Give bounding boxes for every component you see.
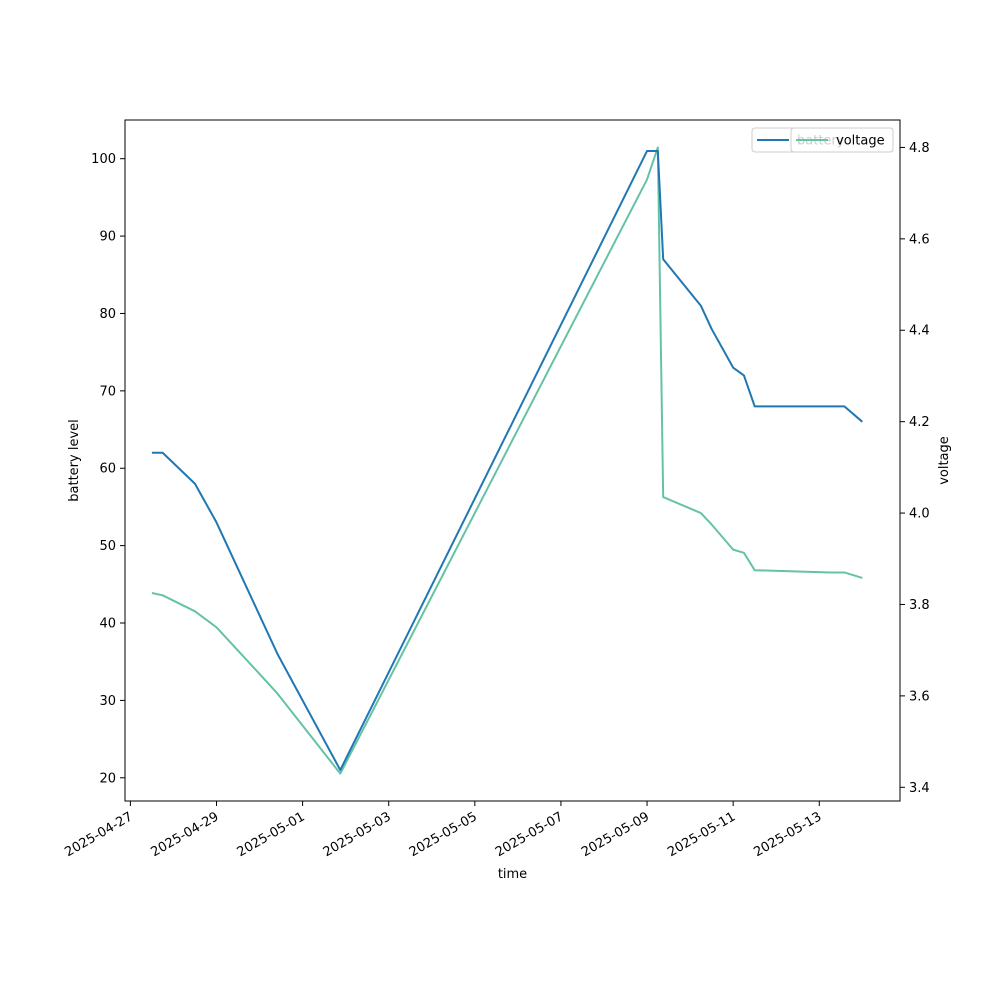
- plot-frame: [124, 119, 901, 802]
- series-layer: [151, 146, 863, 775]
- y-tick-label: 60: [99, 462, 116, 477]
- y2-tick-label: 4.0: [909, 507, 930, 522]
- y-tick-label: 100: [91, 152, 116, 167]
- legend-voltage: voltage: [790, 127, 894, 153]
- y-tick-label: 90: [99, 230, 116, 245]
- y-tick-label: 20: [99, 771, 116, 786]
- y2-tick-label: 3.4: [909, 781, 930, 796]
- y2-tick-label: 3.6: [909, 689, 930, 704]
- y2-tick-label: 4.2: [909, 415, 930, 430]
- y-axis-right: 3.4 3.6 3.8 4.0 4.2 4.4 4.6 4.8: [900, 141, 930, 796]
- y2-tick-label: 4.6: [909, 232, 930, 247]
- y-tick-label: 80: [99, 307, 116, 322]
- y2-tick-label: 4.4: [909, 324, 930, 339]
- y2-tick-label: 3.8: [909, 598, 930, 613]
- y-tick-label: 50: [99, 539, 116, 554]
- x-axis-label: time: [498, 867, 527, 882]
- series-line-battery: [151, 149, 863, 772]
- legends: batteryvoltage: [751, 127, 894, 153]
- y-axis-label-left: battery level: [67, 419, 82, 502]
- legend-box: [790, 127, 894, 153]
- legend-label-voltage: voltage: [836, 134, 885, 149]
- y2-tick-label: 4.8: [909, 141, 930, 156]
- y-axis-label-right: voltage: [937, 436, 952, 485]
- y-tick-label: 30: [99, 694, 116, 709]
- y-tick-label: 40: [99, 617, 116, 632]
- y-tick-label: 70: [99, 384, 116, 399]
- series-line-voltage: [151, 146, 863, 775]
- y-axis-left: 20 30 40 50 60 70 80 90 100: [91, 152, 125, 786]
